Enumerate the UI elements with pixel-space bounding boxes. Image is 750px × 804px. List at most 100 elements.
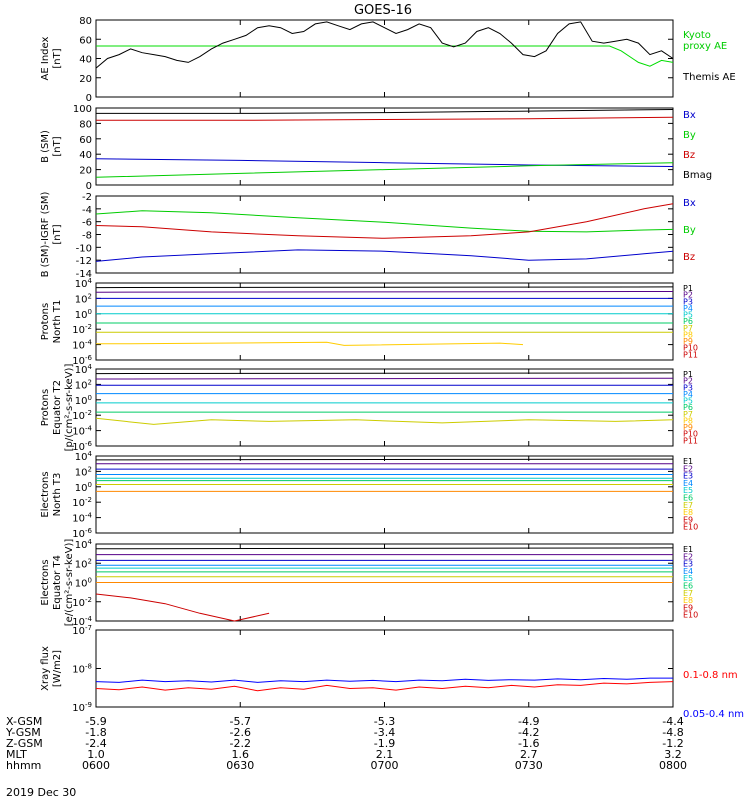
legend-bigrf-1: By: [683, 225, 696, 236]
legend-protons_equator-0: P1: [683, 370, 693, 379]
legend-protons_north-0: P1: [683, 284, 693, 293]
ytick-label-bsm-5: 100: [73, 104, 92, 115]
ytick-label-xray-1: 10-8: [72, 663, 92, 676]
ylabel-xray-1: [W/m2]: [52, 650, 63, 687]
ytick-label-ae-0: 0: [86, 93, 92, 104]
ytick-label-bsm-0: 0: [86, 181, 92, 192]
ytick-label-electrons_equator-1: 10-2: [72, 596, 92, 609]
ylabel-bigrf-0: B (SM)-IGRF (SM): [40, 192, 51, 278]
series-bigrf-bx: [95, 249, 674, 262]
legend-protons_north-5: P6: [683, 317, 693, 326]
ytick-label-bigrf-4: -6: [82, 218, 92, 229]
ylabel-electrons_north-1: North T3: [52, 473, 63, 517]
xaxis-value-4-3: 3.2: [664, 748, 682, 761]
ytick-label-protons_north-3: 100: [75, 308, 92, 321]
legend-electrons_north-0: E1: [683, 457, 693, 466]
ylabel-electrons_equator-0: Electrons: [40, 559, 51, 605]
ytick-label-protons_equator-3: 100: [75, 394, 92, 407]
ylabel-electrons_equator-2: [e/(cm²-s-sr-keV)]: [64, 539, 75, 627]
ylabel-protons_equator-2: [p/(cm²-s-sr-keV)]: [64, 364, 75, 452]
ylabel-ae-1: [nT]: [52, 48, 63, 68]
ytick-label-bsm-4: 80: [79, 119, 92, 130]
panel-frame-electrons_north: [95, 455, 674, 534]
legend-protons_north-7: P8: [683, 330, 693, 339]
xaxis-value-4-2: -1.2: [662, 737, 683, 750]
ytick-label-protons_equator-5: 104: [75, 363, 93, 376]
xaxis-rowlabel-3: MLT: [6, 748, 27, 761]
ytick-label-protons_north-2: 10-2: [72, 323, 92, 336]
xaxis-value-0-1: -1.8: [85, 726, 106, 739]
series-bsm-bmag: [96, 109, 674, 114]
legend-electrons_equator-4: E5: [683, 574, 693, 583]
panel-frame-bigrf: [95, 195, 674, 274]
ytick-label-protons_equator-1: 10-4: [72, 425, 92, 438]
legend-bsm-2: Bz: [683, 150, 695, 161]
legend-electrons_north-7: E8: [683, 508, 693, 517]
legend-bsm-1: By: [683, 130, 696, 141]
series-bsm-bx: [95, 158, 674, 167]
ytick-label-protons_equator-4: 102: [75, 378, 92, 391]
ytick-label-bigrf-3: -8: [82, 231, 92, 242]
legend-ae-0: Kyoto: [683, 30, 711, 41]
xaxis-value-0-2: -2.4: [85, 737, 106, 750]
ytick-label-electrons_north-4: 102: [75, 465, 92, 478]
legend-electrons_equator-7: E8: [683, 596, 693, 605]
date-label: 2019 Dec 30: [6, 786, 76, 799]
ytick-label-bigrf-1: -12: [76, 256, 92, 267]
xaxis-value-4-1: -4.8: [662, 726, 683, 739]
ylabel-protons_equator-1: Equator T2: [52, 380, 63, 435]
xaxis-value-2-3: 2.1: [376, 748, 394, 761]
legend-protons_north-2: P3: [683, 297, 693, 306]
legend-bigrf-0: Bx: [683, 198, 696, 209]
legend-protons_north-6: P7: [683, 324, 693, 333]
xaxis-value-4-4: 0800: [659, 759, 687, 772]
series-bigrf-by: [95, 210, 674, 233]
legend-bsm-0: Bx: [683, 110, 696, 121]
legend-electrons_equator-0: E1: [683, 545, 693, 554]
legend-protons_equator-5: P6: [683, 403, 693, 412]
xaxis-value-0-0: -5.9: [85, 715, 106, 728]
series-electrons_equator-e9: [95, 593, 270, 622]
series-protons_equator-p1: [95, 372, 674, 375]
xaxis-value-2-2: -1.9: [374, 737, 395, 750]
legend-electrons_equator-8: E9: [683, 603, 693, 612]
legend-protons_equator-9: P10: [683, 430, 698, 439]
legend-electrons_north-6: E7: [683, 501, 693, 510]
legend-protons_north-8: P9: [683, 337, 693, 346]
legend-electrons_north-3: E4: [683, 479, 693, 488]
legend-protons_north-1: P2: [683, 291, 693, 300]
legend-ae-1: proxy AE: [683, 41, 727, 52]
ytick-label-ae-2: 40: [79, 55, 92, 66]
ylabel-bsm-1: [nT]: [52, 136, 63, 156]
ytick-label-electrons_north-2: 10-2: [72, 496, 92, 509]
legend-electrons_equator-3: E4: [683, 567, 693, 576]
series-xray-0-05-0-4-nm: [95, 677, 673, 683]
legend-electrons_north-4: E5: [683, 486, 693, 495]
legend-bigrf-2: Bz: [683, 252, 695, 263]
ytick-label-ae-1: 20: [79, 74, 92, 85]
legend-electrons_north-9: E10: [683, 523, 698, 532]
xaxis-value-1-2: -2.2: [230, 737, 251, 750]
legend-electrons_north-2: E3: [683, 472, 693, 481]
ytick-label-protons_north-1: 10-4: [72, 339, 92, 352]
series-electrons_north-e1: [95, 458, 674, 461]
series-xray-0-1-0-8-nm: [95, 681, 674, 692]
ytick-label-protons_north-4: 102: [75, 292, 92, 305]
legend-protons_equator-7: P8: [683, 416, 693, 425]
series-protons_equator-p7: [95, 417, 674, 425]
legend-ae-2: Themis AE: [682, 72, 736, 83]
ytick-label-protons_north-5: 104: [75, 277, 93, 290]
legend-electrons_equator-2: E3: [683, 560, 693, 569]
xaxis-value-0-4: 0600: [82, 759, 110, 772]
ytick-label-electrons_equator-3: 102: [75, 557, 92, 570]
xaxis-value-3-3: 2.7: [520, 748, 538, 761]
series-ae-kyoto-proxy-ae: [96, 45, 674, 67]
xaxis-value-2-4: 0700: [371, 759, 399, 772]
ytick-label-electrons_north-3: 100: [75, 481, 92, 494]
xaxis-value-2-1: -3.4: [374, 726, 395, 739]
plot-title: GOES-16: [354, 3, 412, 18]
xaxis-value-3-2: -1.6: [518, 737, 539, 750]
legend-electrons_equator-1: E2: [683, 552, 693, 561]
xaxis-value-4-0: -4.4: [662, 715, 683, 728]
legend-electrons_north-8: E9: [683, 515, 693, 524]
